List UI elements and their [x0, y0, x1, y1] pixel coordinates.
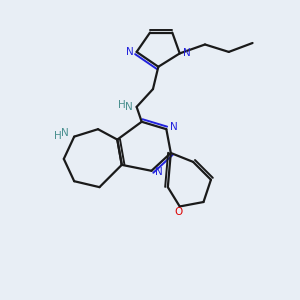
Text: N: N [155, 167, 163, 177]
Text: N: N [125, 102, 133, 112]
Text: H: H [118, 100, 125, 110]
Text: H: H [54, 131, 62, 141]
Text: N: N [183, 48, 190, 59]
Text: O: O [174, 207, 182, 217]
Text: N: N [61, 128, 68, 138]
Text: N: N [170, 122, 178, 132]
Text: N: N [126, 47, 134, 57]
